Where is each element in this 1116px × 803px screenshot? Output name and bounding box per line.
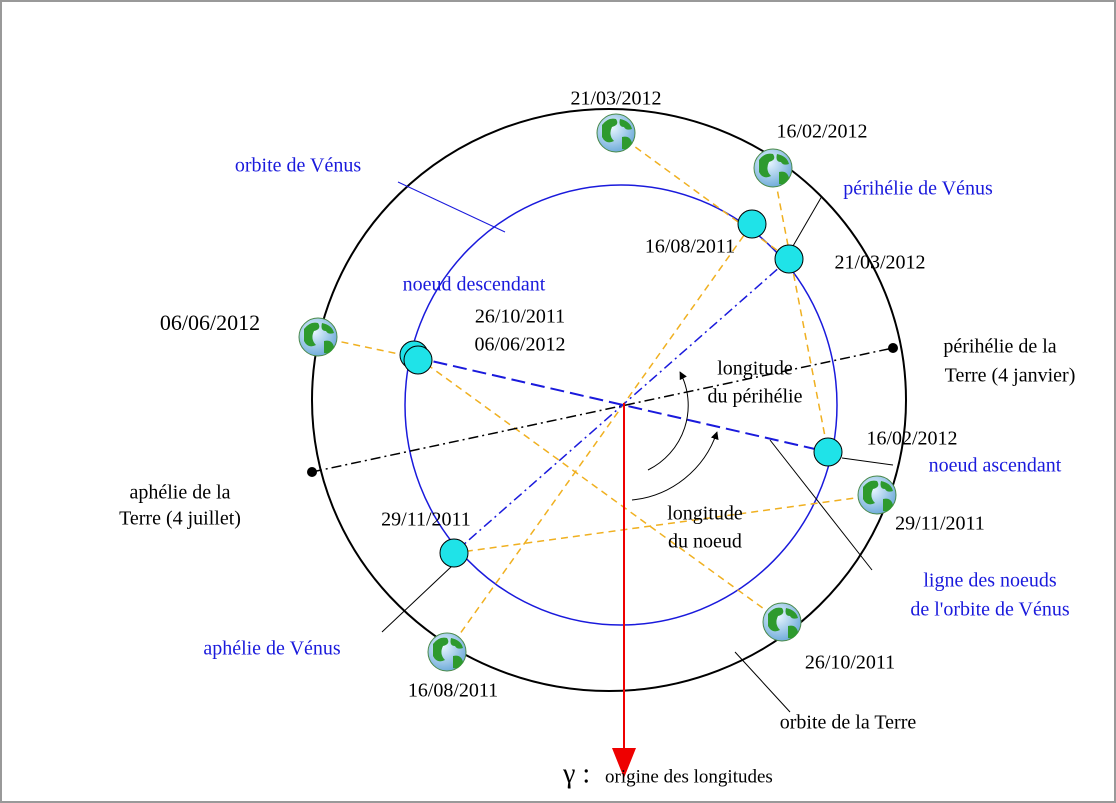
aphelion-point xyxy=(307,467,317,477)
label: longitude xyxy=(717,358,793,380)
label: noeud ascendant xyxy=(929,455,1062,477)
venus-apse-line xyxy=(453,258,790,554)
label: périhélie de Vénus xyxy=(843,178,993,200)
label: 26/10/2011 xyxy=(475,306,565,328)
label: origine des longitudes xyxy=(605,766,773,787)
label: périhélie de la xyxy=(943,336,1056,358)
venus-orbit xyxy=(404,184,838,626)
label: 29/11/2011 xyxy=(895,513,985,535)
label: 29/11/2011 xyxy=(381,509,471,531)
label: du noeud xyxy=(668,531,742,553)
label: aphélie de la xyxy=(129,482,230,504)
leaders xyxy=(381,181,894,713)
gamma-arrowhead xyxy=(612,748,636,778)
label: de l'orbite de Vénus xyxy=(910,599,1070,621)
label: 16/02/2012 xyxy=(776,121,867,143)
label: du périhélie xyxy=(708,386,803,408)
label: Terre (4 janvier) xyxy=(945,365,1076,387)
perihelion-point xyxy=(888,343,898,353)
label: 06/06/2012 xyxy=(160,310,260,335)
venus-node-line xyxy=(413,356,829,453)
label: 21/03/2012 xyxy=(834,252,925,274)
label: ligne des noeuds xyxy=(923,570,1057,592)
label: longitude xyxy=(667,503,743,525)
label: Terre (4 juillet) xyxy=(119,508,241,530)
label: 16/08/2011 xyxy=(408,680,498,702)
earth-apse-line xyxy=(311,347,894,473)
label: 26/10/2011 xyxy=(805,652,895,674)
earths xyxy=(298,113,897,672)
label: 16/08/2011 xyxy=(645,236,735,258)
label: orbite de la Terre xyxy=(780,712,917,734)
venus-positions xyxy=(399,209,843,568)
label: γ : xyxy=(562,758,590,789)
earth-orbit xyxy=(311,108,907,692)
label: aphélie de Vénus xyxy=(203,638,341,660)
label: 16/02/2012 xyxy=(866,428,957,450)
label: orbite de Vénus xyxy=(235,155,361,177)
label: noeud descendant xyxy=(403,274,546,296)
label: 06/06/2012 xyxy=(474,334,565,356)
labels: 21/03/2012 16/02/2012 orbite de Vénus pé… xyxy=(119,88,1075,790)
label: 21/03/2012 xyxy=(570,88,661,110)
